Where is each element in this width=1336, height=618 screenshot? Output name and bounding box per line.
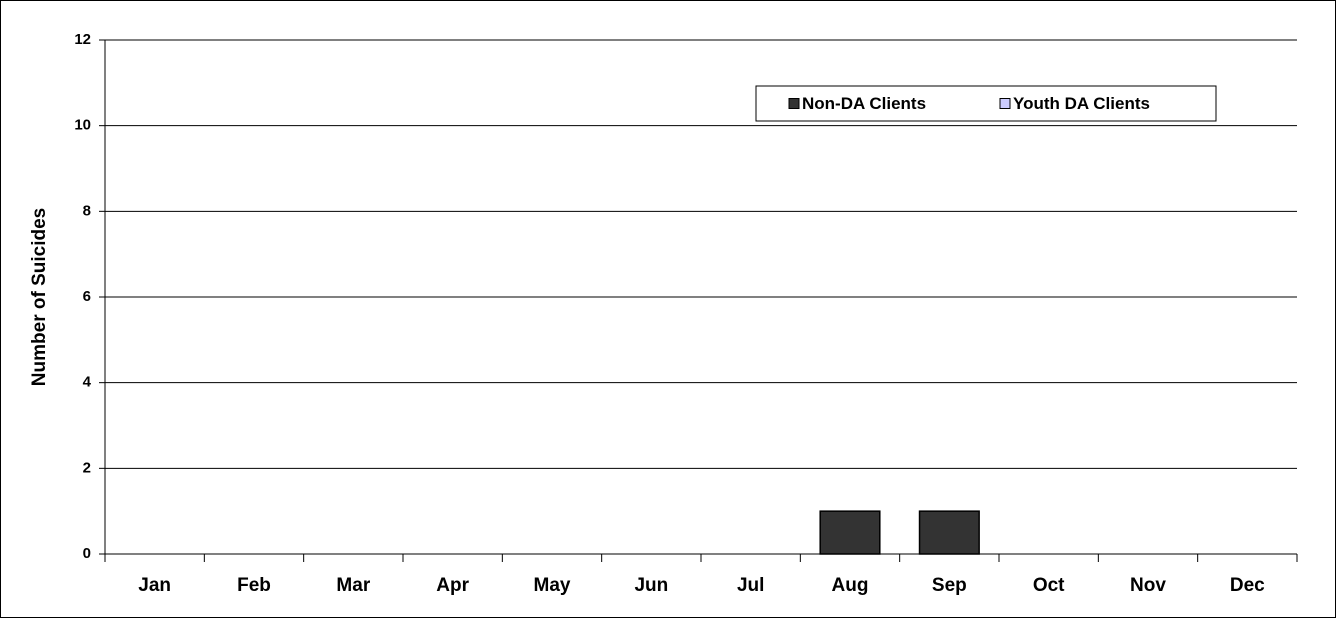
y-tick-label: 6 <box>83 288 91 305</box>
legend-swatch <box>999 98 1011 109</box>
bar <box>819 510 881 555</box>
y-tick-label: 0 <box>83 545 91 562</box>
legend-label: Non-DA Clients <box>802 94 926 113</box>
x-tick-label: Sep <box>932 575 967 596</box>
x-tick-label: Apr <box>436 575 469 596</box>
y-axis-label: Number of Suicides <box>29 208 50 386</box>
x-tick-label: May <box>534 575 571 596</box>
x-tick-label: Aug <box>832 575 869 596</box>
y-tick-label: 2 <box>83 459 91 476</box>
x-tick-label: Feb <box>237 575 271 596</box>
bar <box>918 510 980 555</box>
x-tick-label: Dec <box>1230 575 1265 596</box>
legend-box <box>755 85 1217 122</box>
y-tick-label: 4 <box>83 374 92 391</box>
x-tick-label: Jan <box>138 575 171 596</box>
y-tick-label: 10 <box>74 117 91 134</box>
x-tick-label: Nov <box>1130 575 1166 596</box>
y-tick-label: 12 <box>74 31 91 48</box>
x-tick-label: Jun <box>634 575 668 596</box>
x-tick-label: Jul <box>737 575 764 596</box>
x-tick-label: Oct <box>1033 575 1065 596</box>
legend-swatch <box>788 98 800 109</box>
x-tick-label: Mar <box>336 575 370 596</box>
legend-label: Youth DA Clients <box>1013 94 1150 113</box>
y-tick-label: 8 <box>83 202 91 219</box>
